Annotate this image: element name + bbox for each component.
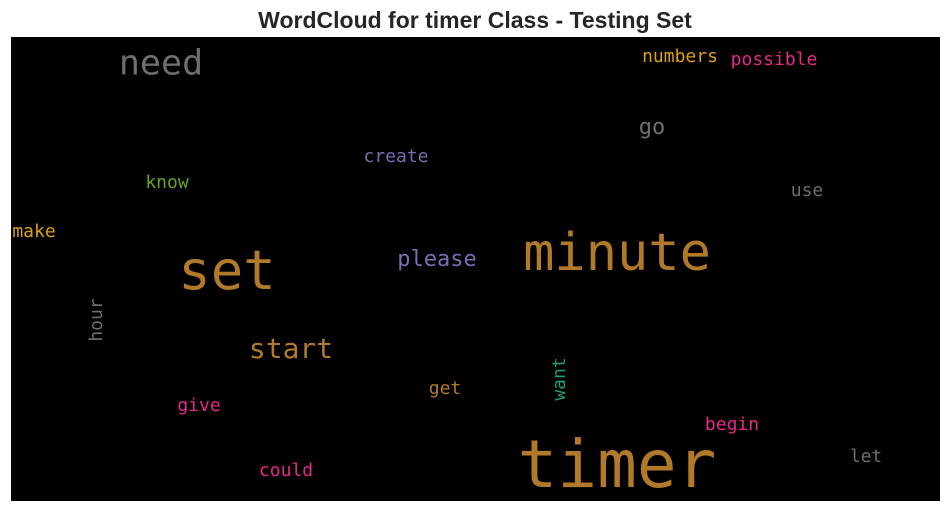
- chart-title: WordCloud for timer Class - Testing Set: [258, 7, 692, 33]
- word-know: know: [145, 172, 189, 193]
- word-begin: begin: [704, 414, 760, 435]
- word-possible: possible: [730, 49, 818, 70]
- word-want: want: [549, 357, 570, 401]
- word-get: get: [428, 378, 462, 399]
- word-use: use: [790, 180, 824, 201]
- word-give: give: [177, 395, 221, 416]
- word-numbers: numbers: [642, 46, 718, 67]
- word-hour: hour: [86, 298, 107, 342]
- word-create: create: [363, 146, 429, 167]
- word-please: please: [397, 247, 477, 272]
- word-need: need: [118, 43, 204, 84]
- word-start: start: [248, 332, 334, 365]
- word-let: let: [849, 446, 883, 467]
- word-go: go: [638, 115, 666, 140]
- word-make: make: [12, 221, 56, 242]
- word-minute: minute: [523, 223, 711, 283]
- word-timer: timer: [517, 426, 717, 501]
- wordcloud-canvas: timer minute set need start please go numbers po…: [11, 37, 940, 501]
- word-could: could: [258, 460, 314, 481]
- word-set: set: [178, 239, 276, 302]
